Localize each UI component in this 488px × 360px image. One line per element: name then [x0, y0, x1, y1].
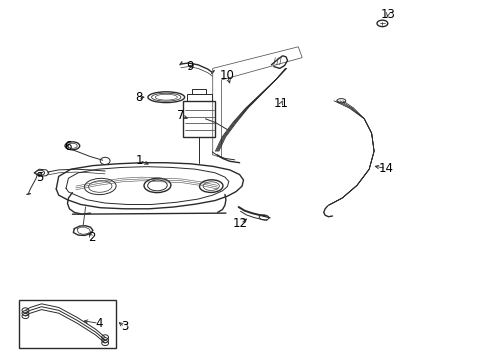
Text: 5: 5	[36, 171, 44, 184]
Text: 13: 13	[380, 8, 394, 21]
Bar	[19, 300, 116, 348]
Text: 12: 12	[233, 217, 247, 230]
Text: 14: 14	[378, 162, 393, 175]
Bar	[187, 94, 211, 101]
Text: 7: 7	[177, 109, 184, 122]
Text: 10: 10	[220, 69, 234, 82]
Text: 1: 1	[135, 154, 143, 167]
Text: 8: 8	[135, 91, 143, 104]
Text: 4: 4	[95, 317, 102, 330]
Text: 6: 6	[63, 140, 71, 153]
Text: 9: 9	[185, 60, 193, 73]
Bar	[192, 89, 205, 94]
Text: 11: 11	[273, 97, 288, 110]
Text: 2: 2	[88, 231, 96, 244]
Text: 3: 3	[121, 320, 128, 333]
Bar	[183, 101, 215, 137]
